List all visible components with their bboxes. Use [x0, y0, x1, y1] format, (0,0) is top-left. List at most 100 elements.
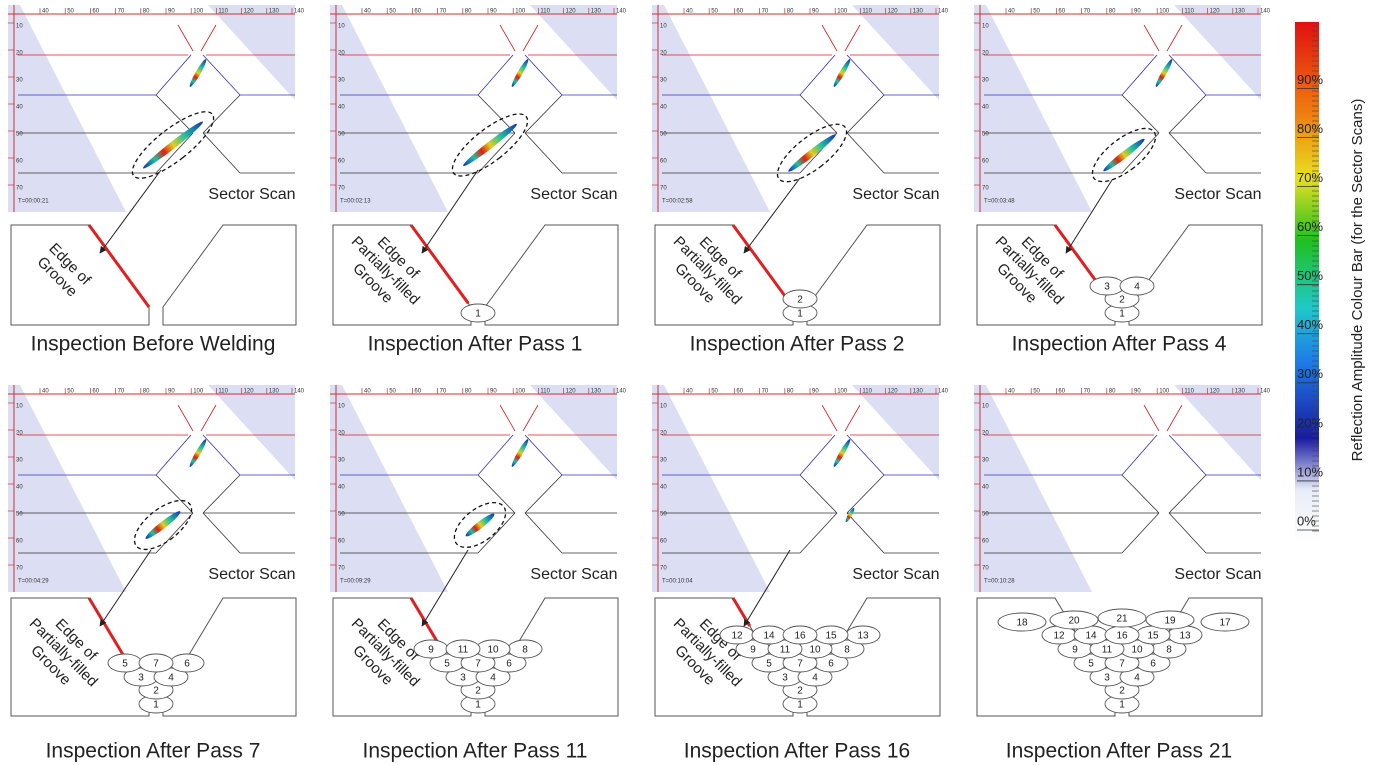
ruler-label: 90 — [1134, 9, 1141, 15]
ruler-label: 70 — [118, 389, 125, 395]
ruler-label: 10 — [16, 24, 23, 30]
ruler-label: 40 — [364, 389, 371, 395]
ruler-label: 40 — [1008, 9, 1015, 15]
ruler-label: 60 — [660, 539, 667, 545]
ruler-label: 70 — [16, 566, 23, 572]
ruler-label: 110 — [862, 9, 872, 15]
caption: Inspection After Pass 7 — [46, 740, 261, 763]
bead-number: 8 — [1166, 645, 1172, 656]
ruler-label: 60 — [92, 9, 99, 15]
bead-number: 2 — [153, 686, 159, 697]
colour-bar-tick: 30% — [1297, 366, 1323, 381]
ruler-label: 60 — [338, 159, 345, 165]
bead-number: 10 — [809, 645, 821, 656]
groove-diagram: 123456789101112131415161718192021 — [977, 598, 1262, 716]
ruler-label: 10 — [660, 24, 667, 30]
ruler-label: 40 — [338, 105, 345, 111]
bead-number: 12 — [1053, 631, 1065, 642]
ruler-label: 40 — [364, 9, 371, 15]
timestamp: T=00:10:04 — [662, 579, 693, 585]
bead-number: 1 — [475, 700, 481, 711]
ruler-label: 110 — [540, 389, 550, 395]
bead-number: 3 — [460, 673, 466, 684]
bead-number: 6 — [184, 659, 190, 670]
scan-label: Sector Scan — [208, 186, 295, 203]
ruler-label: 60 — [16, 539, 23, 545]
timestamp: T=00:00:21 — [18, 199, 49, 205]
ruler-label: 20 — [16, 51, 23, 57]
bead-number: 14 — [763, 631, 775, 642]
ruler-label: 130 — [591, 9, 602, 15]
colour-bar-tick: 20% — [1297, 415, 1323, 430]
ruler-label: 80 — [1109, 9, 1116, 15]
ruler-label: 120 — [888, 9, 899, 15]
ruler-label: 70 — [660, 186, 667, 192]
ruler-label: 90 — [168, 9, 175, 15]
caption: Inspection After Pass 16 — [684, 740, 910, 763]
bead-number: 5 — [444, 659, 450, 670]
bead-number: 2 — [797, 686, 803, 697]
groove-edge — [89, 225, 149, 307]
bead-number: 14 — [1085, 631, 1097, 642]
bead-number: 8 — [522, 645, 528, 656]
bead-number: 1 — [475, 309, 481, 320]
ruler-label: 140 — [294, 9, 305, 15]
ruler-label: 50 — [67, 389, 74, 395]
bead-number: 6 — [506, 659, 512, 670]
ruler-label: 80 — [787, 389, 794, 395]
panel: 4050607080901001101201301401020304050607… — [652, 385, 949, 763]
ruler-label: 90 — [490, 9, 497, 15]
plate-right — [807, 225, 940, 325]
ruler-label: 50 — [982, 512, 989, 518]
ruler-label: 10 — [338, 404, 345, 410]
ruler-label: 110 — [540, 9, 550, 15]
ruler-label: 110 — [218, 9, 228, 15]
ruler-label: 50 — [711, 389, 718, 395]
panel: 4050607080901001101201301401020304050607… — [974, 385, 1271, 763]
bead-number: 9 — [750, 645, 756, 656]
ruler-label: 50 — [338, 512, 345, 518]
ruler-label: 100 — [837, 389, 848, 395]
ruler-label: 80 — [143, 9, 150, 15]
ruler-label: 120 — [566, 9, 577, 15]
timestamp: T=00:04:29 — [18, 579, 49, 585]
ruler-label: 40 — [982, 485, 989, 491]
bead-number: 11 — [1102, 645, 1113, 656]
ruler-label: 90 — [168, 389, 175, 395]
bead-number: 3 — [782, 673, 788, 684]
ruler-label: 130 — [913, 9, 924, 15]
bead-number: 11 — [780, 645, 791, 656]
colour-bar-tick: 90% — [1297, 72, 1323, 87]
figure: Reflection Amplitude Colour Bar (for the… — [0, 0, 1375, 765]
ruler-label: 10 — [660, 404, 667, 410]
ruler-label: 60 — [982, 159, 989, 165]
groove-edge — [733, 598, 750, 626]
ruler-label: 70 — [338, 566, 345, 572]
colour-bar-tick: 50% — [1297, 268, 1323, 283]
caption: Inspection Before Welding — [31, 333, 276, 356]
ruler-label: 10 — [982, 24, 989, 30]
ruler-label: 50 — [338, 132, 345, 138]
bead-number: 3 — [138, 673, 144, 684]
bead-number: 2 — [1119, 686, 1125, 697]
colour-bar-tick: 60% — [1297, 219, 1323, 234]
ruler-label: 20 — [660, 431, 667, 437]
bead-number: 11 — [458, 645, 469, 656]
bead-number: 1 — [1119, 700, 1125, 711]
ruler-label: 70 — [440, 9, 447, 15]
ruler-label: 40 — [16, 105, 23, 111]
ruler-label: 60 — [660, 159, 667, 165]
bead-number: 10 — [1131, 645, 1143, 656]
caption: Inspection After Pass 21 — [1006, 740, 1232, 763]
groove-diagram: Edge ofPartially-filledGroove12345678910… — [655, 598, 940, 716]
ruler-label: 30 — [16, 458, 23, 464]
colour-bar-tick: 40% — [1297, 317, 1323, 332]
ruler-label: 60 — [1058, 389, 1065, 395]
bead-number: 3 — [1104, 673, 1110, 684]
ruler-label: 120 — [1210, 389, 1221, 395]
bead-number: 4 — [1134, 673, 1140, 684]
ruler-label: 20 — [660, 51, 667, 57]
timestamp: T=00:09:29 — [340, 579, 371, 585]
ruler-label: 140 — [938, 9, 949, 15]
